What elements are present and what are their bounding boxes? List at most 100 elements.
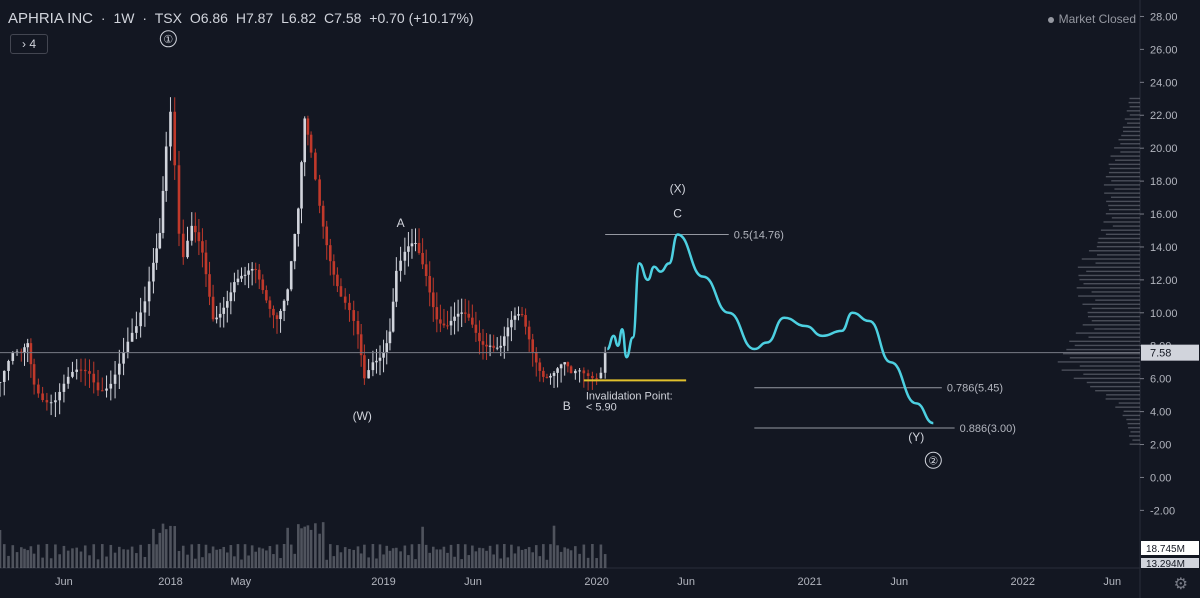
candle-body [297, 208, 300, 234]
volume-bar [534, 545, 538, 568]
volume-profile-bar [1109, 167, 1140, 170]
ohlc-open: O6.86 [189, 10, 228, 26]
price-tick-label: 26.00 [1150, 44, 1178, 56]
volume-bar [352, 549, 356, 568]
symbol-name[interactable]: APHRIA INC [8, 10, 94, 27]
candle-body [363, 355, 366, 379]
candle-body [309, 134, 313, 153]
volume-bar [15, 552, 19, 568]
candle-body [261, 279, 265, 291]
candle-body [194, 225, 197, 233]
candle-body [0, 381, 2, 383]
volume-bar [478, 547, 481, 568]
candle-body [169, 111, 172, 147]
volume-bar [382, 554, 385, 568]
candle-body [506, 327, 510, 337]
volume-bar [407, 555, 410, 568]
volume-bar [143, 556, 147, 568]
candle-body [45, 400, 49, 403]
volume-bar [325, 559, 329, 568]
volume-profile-bar [1066, 348, 1140, 351]
candle-body [177, 165, 181, 234]
time-tick-label: 2021 [797, 576, 821, 588]
candle-body [208, 274, 211, 297]
time-tick-label: Jun [890, 576, 908, 588]
volume-bar [410, 544, 414, 568]
current-price-label: 7.58 [1150, 348, 1171, 360]
volume-bar [363, 544, 366, 568]
status-dot-icon [1047, 16, 1054, 23]
candle-body [139, 312, 142, 327]
exchange-label: TSX [154, 10, 182, 26]
volume-bar [552, 525, 556, 568]
wave-label: B [563, 399, 571, 413]
volume-bar [359, 553, 363, 568]
volume-profile-bar [1094, 328, 1140, 330]
volume-bar [126, 549, 130, 568]
volume-bar [23, 548, 26, 568]
volume-bar [306, 525, 310, 568]
volume-bar [591, 544, 594, 568]
volume-bar [435, 549, 439, 568]
volume-bar [100, 544, 104, 568]
volume-bar [233, 556, 236, 568]
candle-body [250, 268, 254, 271]
volume-profile-bar [1096, 245, 1140, 248]
volume-bar [113, 552, 117, 568]
candle-body [517, 314, 520, 316]
candle-body [7, 360, 10, 371]
time-tick-label: Jun [464, 576, 482, 588]
candle-body [75, 369, 79, 372]
interval-label[interactable]: 1W [113, 10, 135, 26]
candle-body [586, 373, 590, 376]
ohlc-high: H7.87 [235, 10, 274, 26]
candle-body [407, 246, 410, 252]
candle-body [492, 345, 495, 348]
volume-bar [506, 557, 510, 568]
volume-bar [45, 544, 49, 568]
volume-bar [481, 548, 485, 568]
market-status: Market Closed [1047, 12, 1136, 26]
candle-body [293, 233, 297, 262]
volume-bar [225, 552, 229, 568]
volume-profile-bar [1104, 192, 1140, 194]
gear-icon[interactable]: ⚙ [1173, 576, 1188, 593]
candle-body [481, 341, 485, 345]
price-tick-label: 12.00 [1150, 275, 1178, 287]
candle-body [556, 368, 559, 373]
volume-bar [254, 551, 258, 568]
price-axis [1140, 0, 1200, 598]
candle-body [32, 364, 36, 385]
candle-body [143, 301, 147, 313]
volume-profile-bar [1105, 398, 1140, 400]
volume-profile-bar [1114, 188, 1140, 190]
volume-bar [375, 558, 378, 568]
volume-bar [513, 553, 517, 568]
candle-body [343, 296, 347, 303]
volume-bar [428, 552, 432, 568]
volume-profile-bar [1105, 233, 1140, 236]
volume-bar [492, 554, 495, 568]
volume-bar [164, 529, 168, 568]
volume-profile-bar [1105, 175, 1140, 178]
candle-body [359, 334, 363, 356]
candle-body [569, 366, 573, 374]
volume-bar [439, 549, 442, 568]
volume-bar [83, 545, 87, 568]
volume-profile-bar [1115, 406, 1140, 408]
volume-bar [190, 544, 194, 568]
candle-body [71, 371, 74, 377]
volume-profile-bar [1103, 184, 1140, 186]
volume-bar [215, 549, 218, 568]
volume-profile-bar [1127, 122, 1140, 124]
volume-bar [208, 553, 211, 568]
candle-body [37, 384, 40, 394]
volume-profile-bar [1108, 171, 1140, 174]
fib-level-label: 0.786(5.45) [947, 383, 1003, 395]
candle-body [118, 363, 121, 375]
indicators-toggle-button[interactable]: › 4 [10, 34, 48, 54]
price-tick-label: -2.00 [1150, 505, 1175, 517]
wave-label: (X) [670, 182, 686, 196]
candle-body [233, 282, 236, 293]
